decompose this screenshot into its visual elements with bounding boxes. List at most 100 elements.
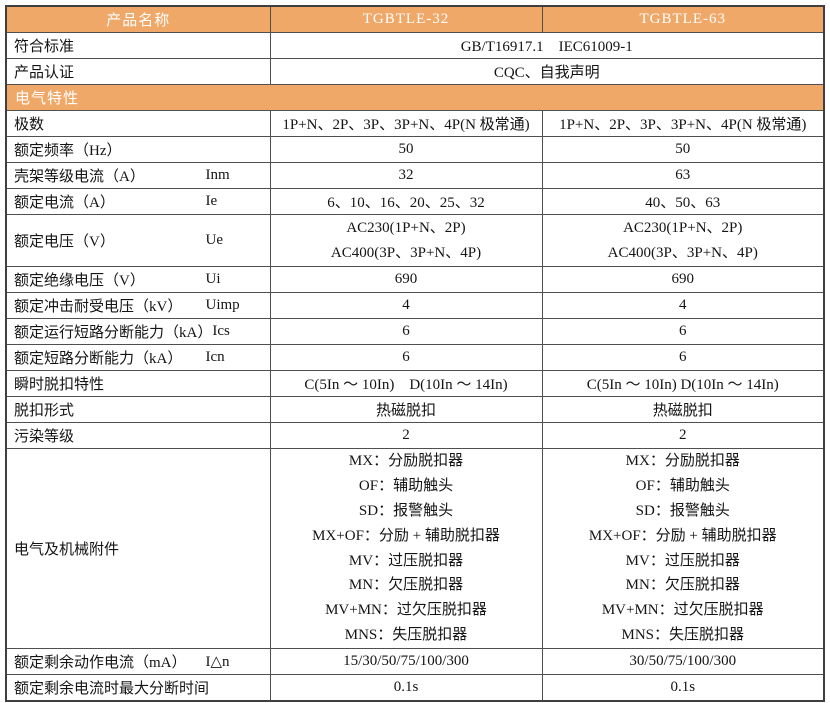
row-residual-current-label: 额定剩余动作电流（mA） I△n	[5, 648, 271, 675]
cell-instantaneous-tripping-32: C(5In ～ 10In) D(10In ～ 14In)	[269, 370, 543, 397]
accessory-item-mn: MN：欠压脱扣器	[625, 577, 740, 594]
cell-insulation-voltage-63: 690	[541, 266, 825, 293]
row-ultimate-breaking-capacity: 额定短路分断能力（kA） Icn 6 6	[5, 344, 825, 371]
symbol-icn: Icn	[205, 349, 225, 365]
symbol-inm: Inm	[205, 167, 230, 183]
row-rated-voltage: 额定电压（V） Ue AC230(1P+N、2P) AC400(3P、3P+N、…	[5, 214, 825, 267]
cell-pollution-degree-32: 2	[269, 422, 543, 449]
accessory-item-mx: MX：分励脱扣器	[348, 453, 464, 470]
row-accessories: 电气及机械附件 MX：分励脱扣器 OF：辅助触头 SD：报警触头 MX+OF：分…	[5, 448, 825, 649]
row-insulation-voltage-label: 额定绝缘电压（V） Ui	[5, 266, 271, 293]
row-impulse-voltage: 额定冲击耐受电压（kV） Uimp 4 4	[5, 292, 825, 319]
row-service-breaking-capacity: 额定运行短路分断能力（kA） Ics 6 6	[5, 318, 825, 345]
accessory-item-mx: MX：分励脱扣器	[625, 453, 740, 470]
cell-service-breaking-capacity-32: 6	[269, 318, 543, 345]
row-rated-frequency: 额定频率（Hz） 50 50	[5, 136, 825, 163]
symbol-i-delta-n: I△n	[205, 654, 230, 670]
row-accessories-label: 电气及机械附件	[5, 448, 271, 649]
row-pollution-degree-label: 污染等级	[5, 422, 271, 449]
row-rated-frequency-label: 额定频率（Hz）	[5, 136, 271, 163]
rated-voltage-label-text: 额定电压（V）	[14, 234, 115, 250]
cell-instantaneous-tripping-63: C(5In ～ 10In) D(10In ～ 14In)	[541, 370, 825, 397]
symbol-ics: Ics	[212, 323, 230, 339]
symbol-uimp: Uimp	[205, 297, 240, 313]
cell-insulation-voltage-32: 690	[269, 266, 543, 293]
rated-voltage-line-ac230: AC230(1P+N、2P)	[623, 219, 743, 236]
row-certification-label: 产品认证	[5, 58, 271, 85]
cell-accessories-32: MX：分励脱扣器 OF：辅助触头 SD：报警触头 MX+OF：分励 + 辅助脱扣…	[269, 448, 543, 649]
row-pollution-degree: 污染等级 2 2	[5, 422, 825, 449]
cell-ultimate-breaking-capacity-32: 6	[269, 344, 543, 371]
cell-rated-frequency-63: 50	[541, 136, 825, 163]
row-instantaneous-tripping: 瞬时脱扣特性 C(5In ～ 10In) D(10In ～ 14In) C(5I…	[5, 370, 825, 397]
impulse-voltage-label-text: 额定冲击耐受电压（kV）	[14, 299, 183, 315]
row-max-breaking-time: 额定剩余电流时最大分断时间 0.1s 0.1s	[5, 674, 825, 702]
accessory-item-mv: MV：过压脱扣器	[625, 552, 740, 569]
row-impulse-voltage-label: 额定冲击耐受电压（kV） Uimp	[5, 292, 271, 319]
cell-impulse-voltage-32: 4	[269, 292, 543, 319]
cell-service-breaking-capacity-63: 6	[541, 318, 825, 345]
cell-rated-current-32: 6、10、16、20、25、32	[269, 188, 543, 215]
ultimate-breaking-capacity-label-text: 额定短路分断能力（kA）	[14, 351, 183, 367]
accessory-item-of: OF：辅助触头	[358, 478, 454, 495]
cell-residual-current-32: 15/30/50/75/100/300	[269, 648, 543, 675]
accessory-item-mn: MN：欠压脱扣器	[348, 577, 464, 594]
residual-current-label-text: 额定剩余动作电流（mA）	[14, 655, 187, 671]
row-rated-voltage-label: 额定电压（V） Ue	[5, 214, 271, 267]
row-insulation-voltage: 额定绝缘电压（V） Ui 690 690	[5, 266, 825, 293]
symbol-ue: Ue	[205, 232, 224, 248]
row-trip-type: 脱扣形式 热磁脱扣 热磁脱扣	[5, 396, 825, 423]
row-instantaneous-tripping-label: 瞬时脱扣特性	[5, 370, 271, 397]
cell-impulse-voltage-63: 4	[541, 292, 825, 319]
cell-rated-voltage-32: AC230(1P+N、2P) AC400(3P、3P+N、4P)	[269, 214, 543, 267]
row-ultimate-breaking-capacity-label: 额定短路分断能力（kA） Icn	[5, 344, 271, 371]
product-name-header: 产品名称	[5, 5, 271, 33]
accessory-item-mns: MNS：失压脱扣器	[344, 626, 468, 643]
accessory-item-sd: SD：报警触头	[635, 502, 730, 519]
row-poles: 极数 1P+N、2P、3P、3P+N、4P(N 极常通) 1P+N、2P、3P、…	[5, 110, 825, 137]
accessory-item-mv-mn: MV+MN：过欠压脱扣器	[325, 602, 487, 619]
accessory-item-mv: MV：过压脱扣器	[348, 552, 464, 569]
row-section-electrical: 电气特性	[5, 84, 825, 111]
cell-rated-current-63: 40、50、63	[541, 188, 825, 215]
rated-current-label-text: 额定电流（A）	[14, 195, 115, 211]
row-trip-type-label: 脱扣形式	[5, 396, 271, 423]
row-max-breaking-time-label: 额定剩余电流时最大分断时间	[5, 674, 271, 702]
cell-pollution-degree-63: 2	[541, 422, 825, 449]
accessory-item-mx-of: MX+OF：分励 + 辅助脱扣器	[588, 527, 777, 544]
rated-voltage-line-ac400: AC400(3P、3P+N、4P)	[330, 244, 482, 261]
accessory-item-sd: SD：报警触头	[358, 502, 454, 519]
symbol-ui: Ui	[205, 271, 221, 287]
accessory-item-mv-mn: MV+MN：过欠压脱扣器	[601, 602, 764, 619]
frame-current-label-text: 壳架等级电流（A）	[14, 169, 145, 185]
rated-voltage-line-ac400: AC400(3P、3P+N、4P)	[607, 244, 758, 261]
row-service-breaking-capacity-label: 额定运行短路分断能力（kA） Ics	[5, 318, 271, 345]
insulation-voltage-label-text: 额定绝缘电压（V）	[14, 273, 145, 289]
model-header-tgbtle-32: TGBTLE-32	[269, 5, 543, 33]
symbol-ie: Ie	[205, 193, 218, 209]
cell-ultimate-breaking-capacity-63: 6	[541, 344, 825, 371]
accessory-item-mns: MNS：失压脱扣器	[621, 626, 744, 643]
product-spec-table: 产品名称 TGBTLE-32 TGBTLE-63 符合标准 GB/T16917.…	[5, 5, 825, 702]
cell-trip-type-32: 热磁脱扣	[269, 396, 543, 423]
cell-trip-type-63: 热磁脱扣	[541, 396, 825, 423]
row-standards-label: 符合标准	[5, 32, 271, 59]
cell-frame-current-32: 32	[269, 162, 543, 189]
cell-max-breaking-time-63: 0.1s	[541, 674, 825, 702]
cell-poles-32: 1P+N、2P、3P、3P+N、4P(N 极常通)	[269, 110, 543, 137]
cell-certification-value: CQC、自我声明	[269, 58, 825, 85]
cell-rated-frequency-32: 50	[269, 136, 543, 163]
cell-frame-current-63: 63	[541, 162, 825, 189]
row-residual-current: 额定剩余动作电流（mA） I△n 15/30/50/75/100/300 30/…	[5, 648, 825, 675]
row-rated-current-label: 额定电流（A） Ie	[5, 188, 271, 215]
rated-voltage-line-ac230: AC230(1P+N、2P)	[346, 219, 466, 236]
accessory-item-mx-of: MX+OF：分励 + 辅助脱扣器	[312, 527, 500, 544]
row-frame-current: 壳架等级电流（A） Inm 32 63	[5, 162, 825, 189]
row-standards: 符合标准 GB/T16917.1 IEC61009-1	[5, 32, 825, 59]
accessory-item-of: OF：辅助触头	[635, 478, 730, 495]
cell-rated-voltage-63: AC230(1P+N、2P) AC400(3P、3P+N、4P)	[541, 214, 825, 267]
cell-poles-63: 1P+N、2P、3P、3P+N、4P(N 极常通)	[541, 110, 825, 137]
model-header-tgbtle-63: TGBTLE-63	[541, 5, 825, 33]
cell-accessories-63: MX：分励脱扣器 OF：辅助触头 SD：报警触头 MX+OF：分励 + 辅助脱扣…	[541, 448, 825, 649]
cell-residual-current-63: 30/50/75/100/300	[541, 648, 825, 675]
